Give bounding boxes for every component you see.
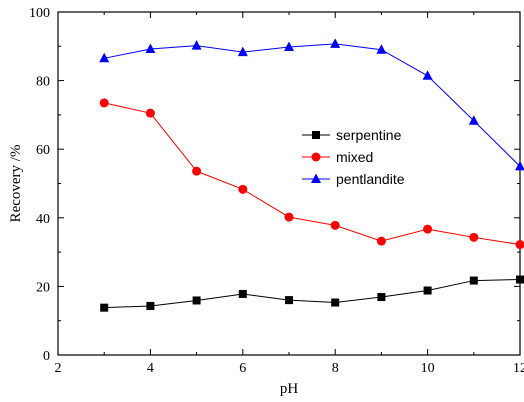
- pentlandite-point: [145, 43, 156, 54]
- mixed-point: [423, 224, 433, 234]
- mixed-point: [376, 236, 386, 246]
- x-tick-label: 10: [421, 361, 435, 376]
- serpentine-point: [331, 298, 340, 307]
- pentlandite-point: [330, 38, 341, 48]
- serpentine-point: [146, 301, 155, 310]
- legend-label: mixed: [336, 149, 373, 165]
- mixed-point: [99, 98, 109, 108]
- series-mixed: [99, 98, 524, 250]
- serpentine-point: [238, 289, 247, 298]
- y-tick-label: 100: [29, 6, 50, 21]
- pentlandite-point: [422, 70, 433, 80]
- x-tick-label: 2: [55, 361, 62, 376]
- mixed-point: [192, 166, 202, 176]
- mixed-point: [469, 232, 479, 242]
- pentlandite-point: [515, 160, 524, 171]
- y-tick-label: 20: [36, 280, 50, 295]
- mixed-point: [515, 240, 524, 250]
- pentlandite-point: [284, 41, 294, 51]
- serpentine-point: [516, 275, 524, 284]
- y-axis-title: Recovery /%: [8, 145, 24, 223]
- legend-marker: [311, 152, 321, 162]
- legend-marker: [311, 173, 321, 183]
- series-pentlandite: [99, 38, 524, 171]
- x-tick-label: 12: [513, 361, 524, 376]
- serpentine-point: [377, 293, 386, 302]
- serpentine-line: [104, 279, 521, 309]
- serpentine-point: [469, 276, 478, 285]
- legend-item-mixed: mixed: [302, 149, 373, 165]
- pentlandite-point: [237, 46, 248, 57]
- legend-label: pentlandite: [336, 171, 405, 187]
- x-tick-label: 4: [147, 361, 154, 376]
- mixed-point: [238, 184, 248, 194]
- legend-label: serpentine: [336, 127, 402, 143]
- y-tick-label: 60: [36, 143, 50, 158]
- axes: 2 4 6 8 10 12 0 20 40 60 80 100: [29, 6, 524, 376]
- legend-marker: [312, 131, 320, 139]
- series-serpentine: [100, 275, 524, 312]
- x-tick-label: 6: [239, 361, 246, 376]
- y-tick-label: 80: [36, 75, 50, 90]
- serpentine-point: [192, 296, 201, 305]
- series-layer: [99, 38, 524, 312]
- pentlandite-line: [104, 43, 521, 167]
- x-tick-label: 8: [332, 361, 339, 376]
- pentlandite-point: [468, 115, 479, 125]
- pentlandite-point: [191, 40, 202, 50]
- serpentine-point: [285, 296, 293, 305]
- pentlandite-point: [99, 52, 110, 63]
- serpentine-point: [423, 286, 432, 295]
- legend-item-serpentine: serpentine: [302, 127, 402, 143]
- x-axis-title: pH: [280, 381, 299, 397]
- legend: serpentine mixed pentlandite: [302, 127, 405, 187]
- y-tick-label: 40: [36, 212, 50, 227]
- serpentine-point: [100, 303, 109, 312]
- pentlandite-point: [376, 44, 387, 54]
- y-tick-label: 0: [43, 349, 50, 364]
- mixed-line: [104, 102, 521, 246]
- mixed-point: [284, 212, 294, 222]
- mixed-point: [145, 108, 155, 118]
- legend-item-pentlandite: pentlandite: [302, 171, 405, 187]
- mixed-point: [330, 220, 340, 230]
